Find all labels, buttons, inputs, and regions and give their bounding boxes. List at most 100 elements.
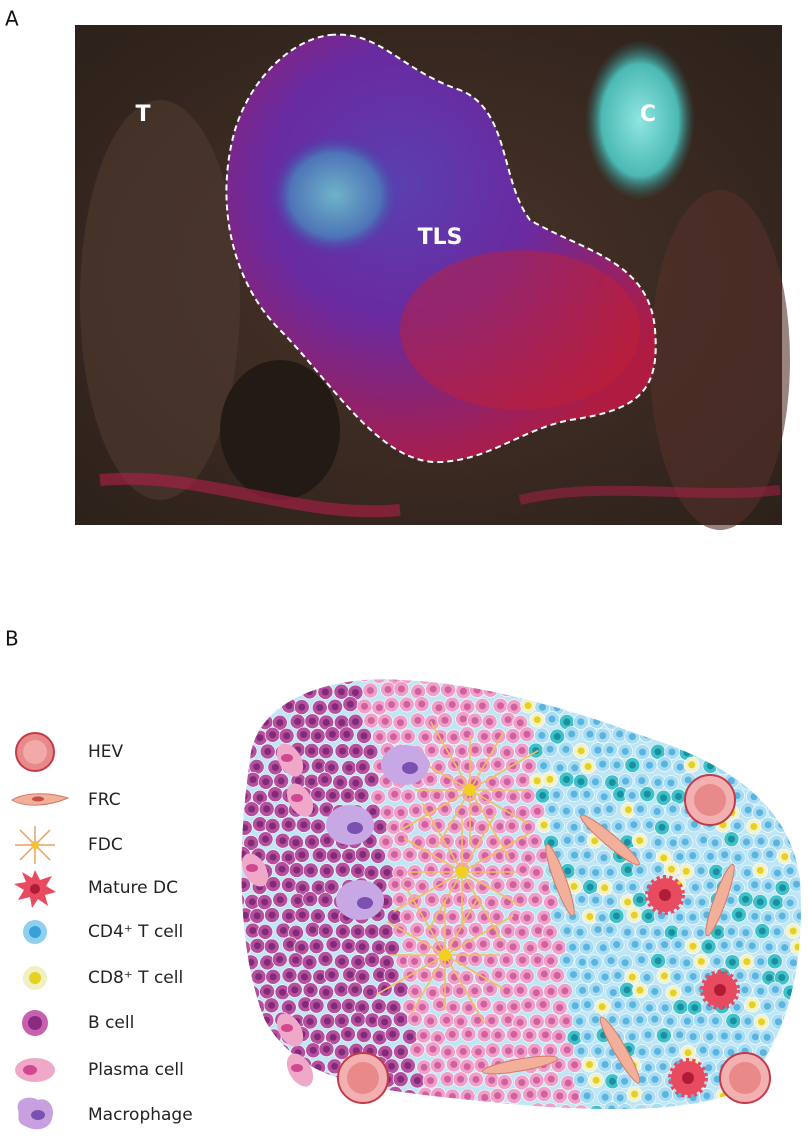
cell-nucleus: [643, 790, 651, 798]
cell-nucleus: [488, 899, 496, 907]
cell-nucleus: [495, 971, 503, 979]
cell-nucleus: [556, 1004, 564, 1012]
cell: [759, 757, 776, 774]
cell-nucleus: [494, 760, 502, 768]
cell-nucleus: [621, 959, 629, 967]
cell-nucleus: [778, 912, 786, 920]
cell-nucleus: [608, 1105, 616, 1110]
cell-nucleus: [644, 1093, 652, 1101]
cell-nucleus: [774, 746, 782, 754]
cell-nucleus: [585, 1061, 593, 1069]
cell-nucleus: [742, 686, 750, 694]
cell-nucleus: [510, 703, 518, 711]
cell-nucleus: [397, 1075, 405, 1083]
cell-nucleus: [564, 1079, 572, 1087]
cell-nucleus: [789, 927, 797, 935]
cell: [692, 1103, 709, 1110]
cell-nucleus: [796, 912, 801, 920]
cell: [755, 711, 771, 728]
cell-nucleus: [299, 1094, 307, 1102]
cell-nucleus: [744, 806, 752, 814]
cell-nucleus: [571, 851, 579, 859]
cell-nucleus: [241, 734, 247, 742]
cell: [274, 1043, 290, 1060]
cell-nucleus: [358, 792, 366, 800]
cell-nucleus: [375, 704, 383, 712]
cell-nucleus: [577, 778, 585, 786]
cell-nucleus: [639, 928, 647, 936]
cell-nucleus: [305, 687, 313, 695]
cell-nucleus: [241, 702, 247, 710]
cell-nucleus: [384, 685, 392, 693]
cell-nucleus: [781, 944, 789, 952]
cell-nucleus: [703, 1092, 711, 1100]
cell-nucleus: [510, 1092, 518, 1100]
fdc-process: [469, 789, 529, 825]
cell: [792, 997, 801, 1013]
cell-nucleus: [794, 704, 801, 712]
cell-nucleus: [629, 700, 637, 708]
cell-nucleus: [594, 746, 602, 754]
cell-nucleus: [766, 850, 774, 858]
cell-nucleus: [743, 778, 751, 786]
cell-nucleus: [278, 1048, 286, 1056]
cell-nucleus: [368, 1016, 376, 1024]
cell-nucleus: [734, 854, 742, 862]
cell-nucleus: [736, 679, 744, 682]
cell-nucleus: [683, 959, 691, 967]
fdc: [464, 784, 476, 796]
cell-nucleus: [271, 763, 279, 771]
cell: [617, 711, 633, 727]
cell-nucleus: [298, 943, 306, 951]
cell-nucleus: [764, 762, 772, 770]
cell-nucleus: [756, 898, 764, 906]
annotation: T: [135, 102, 150, 127]
cell-nucleus: [659, 679, 667, 681]
cell-nucleus: [516, 719, 524, 727]
cell-nucleus: [241, 973, 249, 981]
cell: [318, 1103, 334, 1110]
cell-nucleus: [486, 1106, 494, 1110]
cell: [715, 759, 732, 776]
fdc-process: [461, 871, 503, 941]
cell-nucleus: [628, 733, 636, 741]
cell-nucleus: [728, 747, 736, 755]
cell-nucleus: [428, 1108, 436, 1110]
cell-nucleus: [345, 1002, 353, 1010]
cell-nucleus: [594, 687, 602, 695]
macrophage-nucleus: [357, 897, 373, 909]
cell-nucleus: [757, 958, 765, 966]
cell-nucleus: [345, 764, 353, 772]
fdc-process: [393, 871, 463, 913]
mature-dc-nucleus: [714, 984, 726, 996]
cell-nucleus: [735, 703, 743, 711]
cell-nucleus: [615, 883, 623, 891]
cell-nucleus: [592, 869, 600, 877]
cell-nucleus: [547, 839, 555, 847]
cell-nucleus: [268, 911, 276, 919]
cell: [241, 741, 244, 758]
cell-nucleus: [728, 688, 736, 696]
cell-nucleus: [404, 792, 412, 800]
cell-nucleus: [509, 793, 517, 801]
cell-nucleus: [298, 884, 306, 892]
panel-label: A: [5, 7, 19, 31]
cell-nucleus: [606, 926, 614, 934]
cell-nucleus: [554, 911, 562, 919]
cell-nucleus: [600, 702, 608, 710]
cell-nucleus: [241, 689, 242, 697]
cell-nucleus: [278, 807, 286, 815]
cell: [241, 1014, 243, 1030]
cell-nucleus: [367, 869, 375, 877]
cell-nucleus: [269, 853, 277, 861]
cell-nucleus: [622, 777, 630, 785]
cell-nucleus: [346, 700, 354, 708]
legend-label: FRC: [88, 790, 121, 810]
cell-nucleus: [789, 959, 797, 967]
cell-nucleus: [562, 1108, 570, 1110]
cell: [558, 1104, 574, 1110]
cell-nucleus: [615, 823, 623, 831]
cell-nucleus: [766, 731, 774, 739]
cell-nucleus: [706, 762, 714, 770]
cell-nucleus: [488, 1017, 496, 1025]
